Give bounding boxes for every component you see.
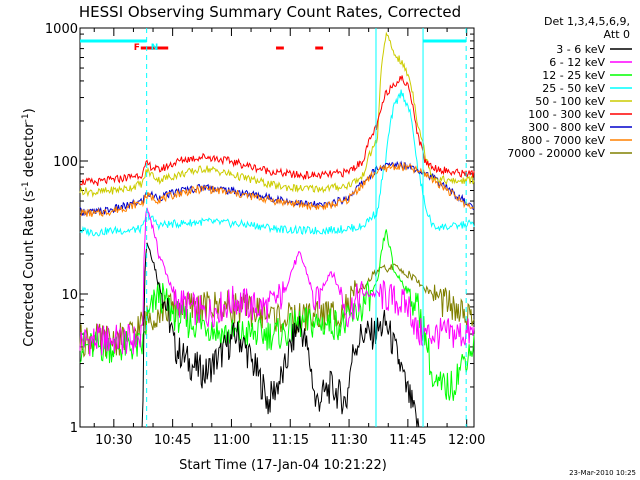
series-line-1 bbox=[79, 207, 475, 357]
y-tick-label: 1 bbox=[70, 421, 78, 436]
x-tick-label: 11:00 bbox=[213, 433, 250, 448]
x-tick-label: 10:30 bbox=[95, 433, 132, 448]
legend-label-0: 3 - 6 keV bbox=[556, 43, 605, 56]
legend-label-5: 100 - 300 keV bbox=[528, 108, 605, 121]
series-line-4 bbox=[79, 31, 475, 198]
plot-frame bbox=[79, 27, 475, 428]
series-line-0 bbox=[80, 242, 474, 428]
series-line-6 bbox=[79, 160, 475, 217]
series-line-2 bbox=[79, 229, 475, 401]
legend-header-line-1: Det 1,3,4,5,6,9, bbox=[544, 15, 630, 28]
series-line-5 bbox=[79, 75, 475, 186]
x-tick-label: 11:15 bbox=[272, 433, 309, 448]
annotation-n: N bbox=[151, 43, 159, 53]
plot-axes: 1 10 100 1000 10:30 10:45 11:00 11:15 11:30 11:45… bbox=[21, 22, 485, 448]
legend-label-6: 300 - 800 keV bbox=[528, 121, 605, 134]
series-line-8 bbox=[79, 263, 475, 358]
y-tick-label: 100 bbox=[53, 155, 78, 170]
legend-label-7: 800 - 7000 keV bbox=[521, 134, 605, 147]
series-layer bbox=[79, 31, 475, 428]
y-axis-label: Corrected Count Rate (s-1 detector-1) bbox=[21, 108, 37, 346]
y-tick-label: 10 bbox=[61, 288, 78, 303]
y-tick-label: 1000 bbox=[45, 22, 78, 37]
footer-date: 23-Mar-2010 10:25 bbox=[569, 469, 636, 477]
x-tick-label: 10:45 bbox=[154, 433, 191, 448]
annotation-f: F bbox=[134, 43, 140, 53]
x-tick-label: 12:00 bbox=[448, 433, 485, 448]
legend-label-8: 7000 - 20000 keV bbox=[507, 147, 605, 160]
legend-label-2: 12 - 25 keV bbox=[542, 69, 605, 82]
x-tick-label: 11:45 bbox=[389, 433, 426, 448]
chart-title: HESSI Observing Summary Count Rates, Cor… bbox=[79, 3, 461, 21]
legend-header-line-2: Att 0 bbox=[604, 28, 630, 41]
legend-label-3: 25 - 50 keV bbox=[542, 82, 605, 95]
legend-label-4: 50 - 100 keV bbox=[535, 95, 605, 108]
x-axis-label: Start Time (17-Jan-04 10:21:22) bbox=[179, 458, 387, 473]
x-tick-label: 11:30 bbox=[330, 433, 367, 448]
legend-label-1: 6 - 12 keV bbox=[549, 56, 605, 69]
series-line-7 bbox=[79, 161, 475, 217]
